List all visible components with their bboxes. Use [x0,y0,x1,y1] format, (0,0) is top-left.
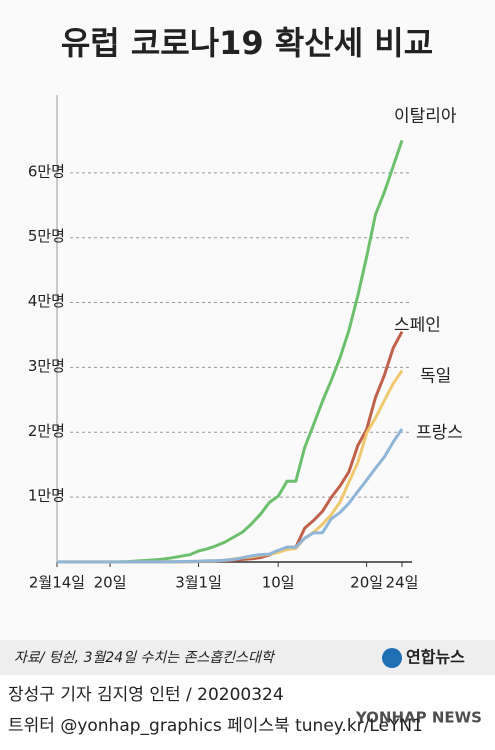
series-label: 독일 [420,367,451,387]
series-label: 스페인 [394,316,441,336]
source-band [0,640,495,675]
x-tick-label: 20일 [94,574,127,592]
y-tick-label: 4만명 [28,292,65,310]
x-tick-label: 10일 [262,574,295,592]
x-tick-label: 3월1일 [175,574,222,592]
background [0,0,495,640]
x-tick-label: 2월14일 [29,574,85,592]
x-tick-label: 24일 [386,574,419,592]
sns: 트위터 @yonhap_graphics 페이스북 tuney.kr/LeYN1 [8,716,423,736]
series-label: 이탈리아 [394,106,457,126]
logo-icon [382,648,402,668]
y-tick-label: 6만명 [28,162,65,180]
logo: 연합뉴스 [406,648,465,667]
credit: 장성구 기자 김지영 인턴 / 20200324 [8,685,284,705]
source: 자료/ 텅쉰, 3월24일 수치는 존스홉킨스대학 [14,650,276,666]
watermark: YONHAP NEWS [355,709,482,727]
y-tick-label: 1만명 [28,487,65,505]
series-label: 프랑스 [416,423,463,443]
y-tick-label: 2만명 [28,422,65,440]
chart-title: 유럽 코로나19 확산세 비교 [61,24,433,62]
y-tick-label: 3만명 [28,357,65,375]
series-line [57,428,404,564]
x-tick-label: 20일 [350,574,383,592]
y-tick-label: 5만명 [28,227,65,245]
